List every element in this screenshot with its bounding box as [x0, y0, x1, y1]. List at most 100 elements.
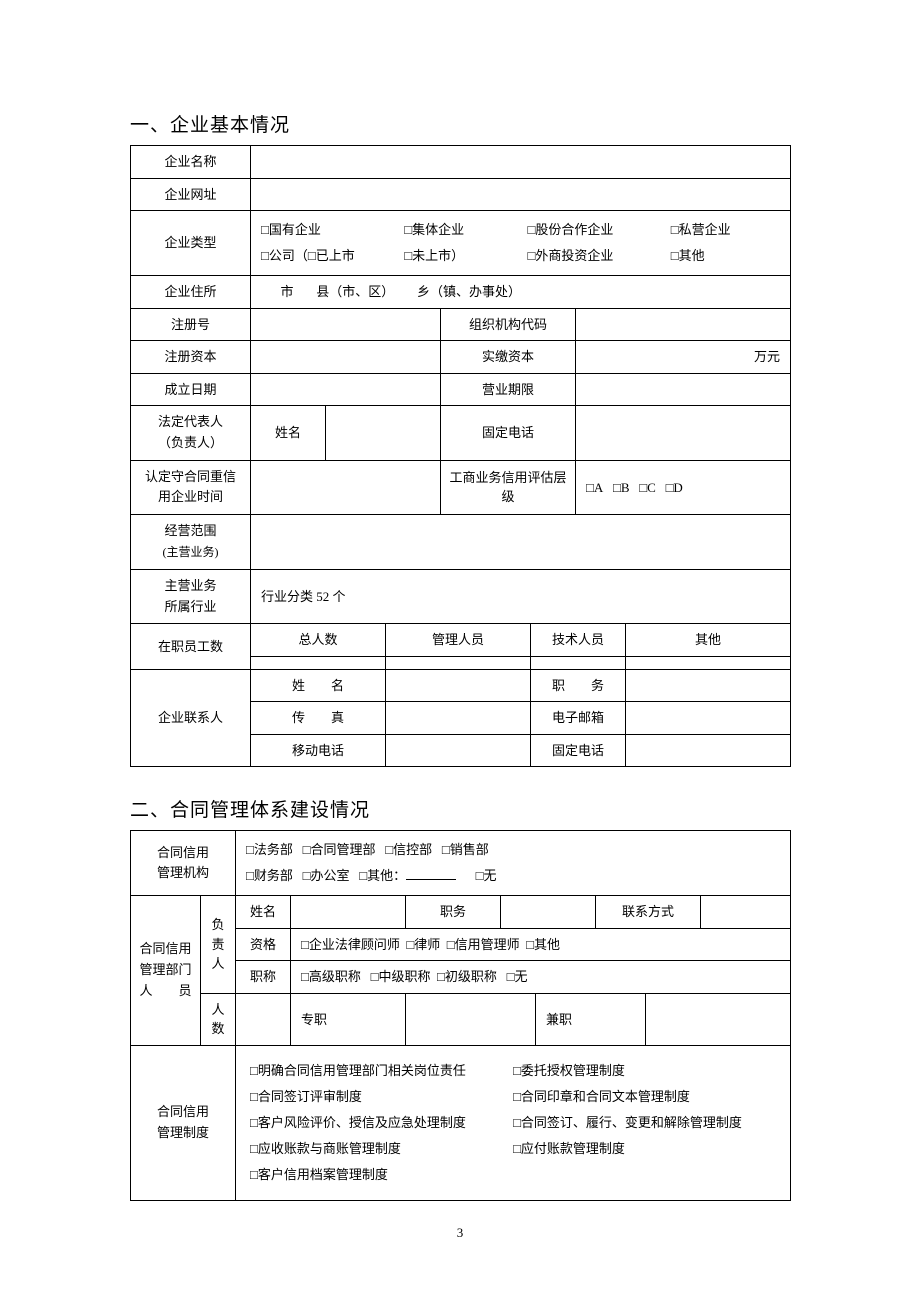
page-number: 3: [130, 1225, 790, 1241]
field-leader-contact[interactable]: [701, 896, 791, 929]
field-regcap[interactable]: [251, 341, 441, 374]
qual-creditmgr[interactable]: □信用管理师: [447, 937, 520, 952]
field-scope[interactable]: [251, 515, 791, 570]
field-title[interactable]: □高级职称 □中级职称 □初级职称 □无: [291, 961, 791, 994]
org-contract[interactable]: □合同管理部: [303, 842, 376, 857]
opt-foreign[interactable]: □外商投资企业: [528, 243, 668, 269]
label-leader-name: 姓名: [236, 896, 291, 929]
field-type-options[interactable]: □国有企业 □集体企业 □股份合作企业 □私营企业 □公司（□已上市 □未上市）…: [251, 211, 791, 276]
field-qual[interactable]: □企业法律顾问师 □律师 □信用管理师 □其他: [291, 928, 791, 961]
field-fulltime[interactable]: [406, 993, 536, 1045]
label-creditlevel: 工商业务信用评估层级: [441, 460, 576, 515]
org-other-blank[interactable]: [406, 866, 456, 880]
org-none[interactable]: □无: [476, 868, 497, 883]
label-contact-name: 姓 名: [251, 669, 386, 702]
field-count[interactable]: [236, 993, 291, 1045]
field-leader-name[interactable]: [291, 896, 406, 929]
table-row: 合同信用管理机构 □法务部 □合同管理部 □信控部 □销售部 □财务部 □办公室…: [131, 831, 791, 896]
sys-item[interactable]: □应付账款管理制度: [513, 1136, 776, 1162]
sys-item[interactable]: □委托授权管理制度: [513, 1058, 776, 1084]
org-other[interactable]: □其他：: [359, 868, 406, 883]
title-senior[interactable]: □高级职称: [301, 969, 361, 984]
field-legalrep-name[interactable]: [326, 406, 441, 461]
label-leader-contact: 联系方式: [596, 896, 701, 929]
label-staff-mgmt: 管理人员: [386, 624, 531, 657]
grade-d[interactable]: □D: [666, 480, 683, 495]
field-bizterm[interactable]: [576, 373, 791, 406]
qual-other[interactable]: □其他: [526, 937, 560, 952]
field-estdate[interactable]: [251, 373, 441, 406]
table-row: 人数 专职 兼职: [131, 993, 791, 1045]
sys-item[interactable]: □应收账款与商账管理制度: [250, 1136, 513, 1162]
opt-unlisted[interactable]: □未上市）: [404, 243, 524, 269]
field-creditlevel[interactable]: □A □B □C □D: [576, 460, 791, 515]
field-contact-name[interactable]: [386, 669, 531, 702]
field-staff-tech[interactable]: [531, 656, 626, 669]
table-row: 主营业务所属行业 行业分类 52 个: [131, 569, 791, 624]
field-org-options[interactable]: □法务部 □合同管理部 □信控部 □销售部 □财务部 □办公室 □其他： □无: [236, 831, 791, 896]
qual-advisor[interactable]: □企业法律顾问师: [301, 937, 400, 952]
label-count: 人数: [201, 993, 236, 1045]
field-staff-mgmt[interactable]: [386, 656, 531, 669]
field-staff-total[interactable]: [251, 656, 386, 669]
label-staff-other: 其他: [626, 624, 791, 657]
sys-item[interactable]: □合同签订、履行、变更和解除管理制度: [513, 1110, 776, 1136]
field-recogtime[interactable]: [251, 460, 441, 515]
label-bizterm: 营业期限: [441, 373, 576, 406]
section1-title: 一、企业基本情况: [130, 110, 790, 137]
opt-stockcoop[interactable]: □股份合作企业: [528, 217, 668, 243]
opt-private[interactable]: □私营企业: [671, 217, 731, 243]
table-basic-info: 企业名称 企业网址 企业类型 □国有企业 □集体企业 □股份合作企业 □私营企业…: [130, 145, 791, 767]
sys-item[interactable]: □合同签订评审制度: [250, 1084, 513, 1110]
field-legalrep-tel[interactable]: [576, 406, 791, 461]
org-finance[interactable]: □财务部: [246, 868, 293, 883]
field-paidcap[interactable]: 万元: [576, 341, 791, 374]
title-mid[interactable]: □中级职称: [371, 969, 431, 984]
sys-item[interactable]: □合同印章和合同文本管理制度: [513, 1084, 776, 1110]
table-row: 法定代表人（负责人） 姓名 固定电话: [131, 406, 791, 461]
table-row: 认定守合同重信用企业时间 工商业务信用评估层级 □A □B □C □D: [131, 460, 791, 515]
field-regno[interactable]: [251, 308, 441, 341]
label-legalrep: 法定代表人（负责人）: [131, 406, 251, 461]
field-website[interactable]: [251, 178, 791, 211]
field-contact-post[interactable]: [626, 669, 791, 702]
table-row: 成立日期 营业期限: [131, 373, 791, 406]
field-leader-post[interactable]: [501, 896, 596, 929]
field-name[interactable]: [251, 146, 791, 179]
org-sales[interactable]: □销售部: [442, 842, 489, 857]
field-contact-tel[interactable]: [626, 734, 791, 767]
org-legal[interactable]: □法务部: [246, 842, 293, 857]
qual-lawyer[interactable]: □律师: [406, 937, 440, 952]
field-parttime[interactable]: [646, 993, 791, 1045]
title-none[interactable]: □无: [507, 969, 528, 984]
sys-item[interactable]: □客户风险评价、授信及应急处理制度: [250, 1110, 513, 1136]
opt-collective[interactable]: □集体企业: [404, 217, 524, 243]
field-contact-email[interactable]: [626, 702, 791, 735]
field-system-options[interactable]: □明确合同信用管理部门相关岗位责任 □合同签订评审制度 □客户风险评价、授信及应…: [236, 1045, 791, 1200]
table-row: 企业类型 □国有企业 □集体企业 □股份合作企业 □私营企业 □公司（□已上市 …: [131, 211, 791, 276]
title-junior[interactable]: □初级职称: [437, 969, 497, 984]
label-staff-total: 总人数: [251, 624, 386, 657]
opt-soe[interactable]: □国有企业: [261, 217, 401, 243]
field-contact-mobile[interactable]: [386, 734, 531, 767]
label-staff-tech: 技术人员: [531, 624, 626, 657]
addr-city: 市: [281, 284, 294, 299]
org-office[interactable]: □办公室: [303, 868, 350, 883]
field-industry: 行业分类 52 个: [251, 569, 791, 624]
field-contact-fax[interactable]: [386, 702, 531, 735]
opt-other[interactable]: □其他: [671, 243, 705, 269]
grade-a[interactable]: □A: [586, 480, 603, 495]
field-orgcode[interactable]: [576, 308, 791, 341]
field-address[interactable]: 市 县（市、区） 乡（镇、办事处）: [251, 276, 791, 309]
label-website: 企业网址: [131, 178, 251, 211]
sys-item[interactable]: □明确合同信用管理部门相关岗位责任: [250, 1058, 513, 1084]
section2-title: 二、合同管理体系建设情况: [130, 795, 790, 822]
sys-item[interactable]: □客户信用档案管理制度: [250, 1162, 513, 1188]
grade-b[interactable]: □B: [613, 480, 630, 495]
field-staff-other[interactable]: [626, 656, 791, 669]
org-credit[interactable]: □信控部: [385, 842, 432, 857]
addr-county: 县（市、区）: [316, 284, 394, 299]
label-industry: 主营业务所属行业: [131, 569, 251, 624]
grade-c[interactable]: □C: [639, 480, 656, 495]
opt-company[interactable]: □公司（□已上市: [261, 243, 401, 269]
